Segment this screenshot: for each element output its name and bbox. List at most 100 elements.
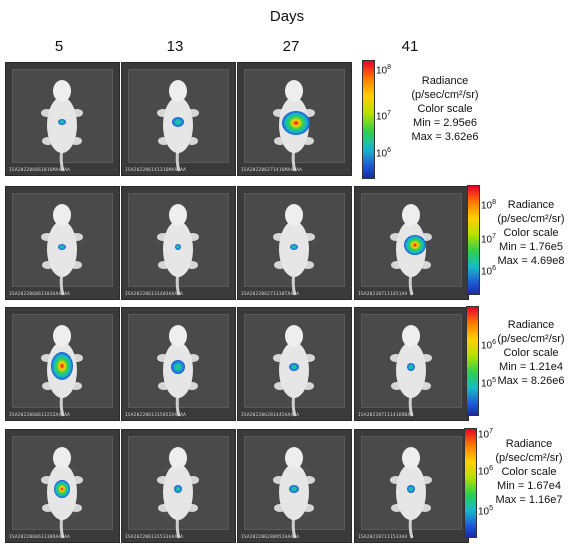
day-label-5: 5	[54, 38, 64, 55]
mouse-image	[390, 325, 432, 417]
panel-row1-col1: ISA202206061016MAAAAA	[5, 62, 120, 176]
bioluminescence-signal	[54, 480, 70, 498]
legend-units: (p/sec/cm²/sr)	[497, 333, 565, 345]
bioluminescence-signal	[407, 363, 415, 371]
legend-heading: Radiance	[507, 319, 555, 331]
tick-row1-3: 106	[376, 147, 392, 160]
mouse-image	[157, 80, 199, 172]
panel-id-label: ISA202206281445AAAAA	[241, 413, 300, 418]
tick-row4-2: 106	[478, 465, 494, 478]
panel-row3-col1: ISA202206061325ZAAAAA	[5, 307, 120, 421]
tick-row4-3: 105	[478, 505, 494, 518]
mouse-image	[41, 204, 83, 296]
head	[53, 325, 71, 347]
panel-id-label: ISA202206061330RAAAAA	[9, 535, 71, 540]
head	[402, 325, 420, 347]
panel-row4-col3: ISA202206280952AAAAA	[237, 429, 352, 543]
bioluminescence-signal	[171, 360, 185, 374]
legend-min: Min = 1.76e5	[499, 241, 563, 253]
panel-id-label: ISA202207111416RBAA	[358, 413, 414, 418]
head	[169, 204, 187, 226]
panel-row4-col4: ISA202207111533AA	[354, 429, 469, 543]
panel-id-label: ISA202207111451AA	[358, 292, 408, 297]
panel-id-label: ISA202206280952AAAAA	[241, 535, 300, 540]
bioluminescence-signal	[58, 244, 66, 250]
panel-id-label: ISA202206271330TAAAA	[241, 292, 300, 297]
legend-units: (p/sec/cm²/sr)	[411, 89, 479, 101]
legend-max: Max = 1.16e7	[495, 494, 563, 506]
day-label-41: 41	[401, 38, 419, 55]
legend-row4: Radiance (p/sec/cm²/sr) Color scale Min …	[486, 437, 572, 507]
day-label-13: 13	[166, 38, 184, 55]
head	[285, 204, 303, 226]
head	[53, 80, 71, 102]
legend-units: (p/sec/cm²/sr)	[497, 213, 565, 225]
panel-row4-col2: ISA202206131533AAAAA	[121, 429, 236, 543]
panel-row2-col1: ISA202206061303HAAAAA	[5, 186, 120, 300]
head	[169, 325, 187, 347]
legend-max: Max = 4.69e8	[497, 255, 565, 267]
head	[285, 447, 303, 469]
mouse-image	[273, 447, 315, 539]
bioluminescence-signal	[289, 485, 299, 493]
mouse-image	[390, 447, 432, 539]
mouse-image	[41, 325, 83, 417]
legend-units: (p/sec/cm²/sr)	[495, 452, 563, 464]
head	[53, 204, 71, 226]
legend-heading: Radiance	[421, 75, 469, 87]
day-label-27: 27	[282, 38, 300, 55]
panel-id-label: ISA202206131533AAAAA	[125, 535, 184, 540]
figure-title: Days	[269, 8, 305, 25]
panel-row3-col3: ISA202206281445AAAAA	[237, 307, 352, 421]
legend-scale: Color scale	[417, 103, 473, 115]
head	[53, 447, 71, 469]
tick-row1-1: 108	[376, 64, 392, 77]
panel-row2-col3: ISA202206271330TAAAA	[237, 186, 352, 300]
bioluminescence-signal	[282, 111, 310, 135]
panel-row3-col2: ISA202206131505ZAAAAA	[121, 307, 236, 421]
tick-row3-1: 106	[481, 339, 497, 352]
colorbar-row3	[466, 306, 479, 416]
panel-row1-col2: ISA202206141316MAAAAA	[121, 62, 236, 176]
colorbar-row2	[467, 185, 480, 295]
head	[402, 447, 420, 469]
legend-min: Min = 1.67e4	[497, 480, 561, 492]
tick-row3-2: 105	[481, 377, 497, 390]
panel-id-label: ISA202206061325ZAAAAA	[9, 413, 71, 418]
colorbar-row1	[362, 60, 375, 179]
tick-row2-2: 107	[481, 233, 497, 246]
bioluminescence-signal	[51, 352, 73, 380]
legend-max: Max = 3.62e6	[411, 131, 479, 143]
mouse-image	[41, 447, 83, 539]
panel-id-label: ISA202206131403AAAAA	[125, 292, 184, 297]
mouse-image	[157, 447, 199, 539]
mouse-image	[273, 204, 315, 296]
legend-heading: Radiance	[507, 199, 555, 211]
head	[285, 80, 303, 102]
panel-row3-col4: ISA202207111416RBAA	[354, 307, 469, 421]
head	[169, 447, 187, 469]
panel-row4-col1: ISA202206061330RAAAAA	[5, 429, 120, 543]
panel-id-label: ISA202206131505ZAAAAA	[125, 413, 187, 418]
tick-row1-2: 107	[376, 110, 392, 123]
legend-min: Min = 1.21e4	[499, 361, 563, 373]
mouse-image	[157, 325, 199, 417]
tick-row4-1: 107	[478, 428, 494, 441]
bioluminescence-signal	[175, 244, 181, 250]
panel-id-label: ISA202206141316MAAAAA	[125, 168, 187, 173]
panel-row1-col3: ISA202206271416MAAAAA	[237, 62, 352, 176]
head	[402, 204, 420, 226]
tick-row2-1: 108	[481, 199, 497, 212]
legend-scale: Color scale	[503, 227, 559, 239]
bioluminescence-signal	[289, 363, 299, 371]
colorbar-row4	[464, 428, 477, 538]
bioluminescence-signal	[290, 244, 298, 250]
head	[285, 325, 303, 347]
tick-row2-3: 106	[481, 265, 497, 278]
panel-id-label: ISA202206061016MAAAAA	[9, 168, 71, 173]
mouse-image	[41, 80, 83, 172]
legend-scale: Color scale	[503, 347, 559, 359]
legend-scale: Color scale	[501, 466, 557, 478]
panel-id-label: ISA202207111533AA	[358, 535, 408, 540]
legend-max: Max = 8.26e6	[497, 375, 565, 387]
